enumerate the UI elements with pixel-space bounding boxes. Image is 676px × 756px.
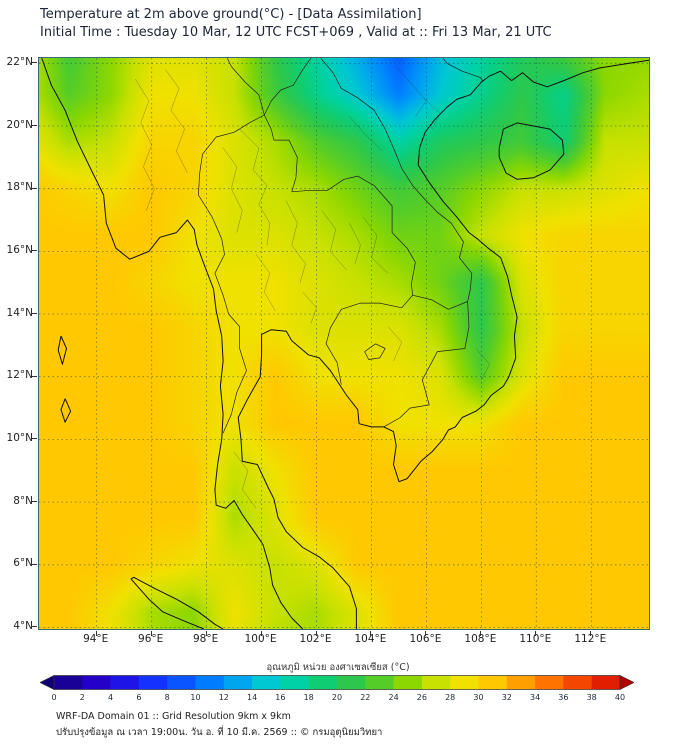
lon-tick-mark <box>95 631 97 636</box>
colorbar-tick-label: 22 <box>360 693 371 702</box>
lon-tick-label: 98°E <box>192 633 219 645</box>
lon-tick-mark <box>590 631 592 636</box>
lon-tick-label: 102°E <box>299 633 332 645</box>
lon-tick-mark <box>370 631 372 636</box>
lon-tick-label: 100°E <box>244 633 277 645</box>
lat-tick-mark <box>32 62 37 64</box>
lon-tick-label: 104°E <box>354 633 387 645</box>
lon-tick-mark <box>535 631 537 636</box>
colorbar-tick-label: 34 <box>530 693 541 702</box>
lat-tick-label: 6°N <box>13 557 33 570</box>
colorbar-tick-label: 0 <box>51 693 57 702</box>
lat-tick-mark <box>32 563 37 565</box>
footer-update-info: ปรับปรุงข้อมูล ณ เวลา 19:00น. วัน อ. ที่… <box>56 727 383 738</box>
lat-tick-label: 22°N <box>6 55 33 68</box>
lon-tick-mark <box>150 631 152 636</box>
colorbar-tick-label: 26 <box>416 693 427 702</box>
lon-tick-mark <box>205 631 207 636</box>
lon-tick-mark <box>315 631 317 636</box>
temperature-heatmap-canvas <box>39 58 649 629</box>
lat-tick-label: 4°N <box>13 619 33 632</box>
lat-tick-mark <box>32 501 37 503</box>
colorbar-tick-label: 38 <box>586 693 597 702</box>
lon-tick-label: 110°E <box>519 633 552 645</box>
colorbar-tick-label: 24 <box>388 693 399 702</box>
lat-tick-mark <box>32 313 37 315</box>
colorbar-tick-label: 36 <box>558 693 569 702</box>
colorbar-tick-label: 14 <box>247 693 258 702</box>
colorbar-tick-label: 20 <box>331 693 343 702</box>
colorbar-tick-label: 30 <box>473 693 484 702</box>
lat-tick-label: 18°N <box>6 181 33 194</box>
colorbar-tick-label: 18 <box>303 693 314 702</box>
lat-tick-label: 14°N <box>6 306 33 319</box>
colorbar-tick-label: 40 <box>614 693 626 702</box>
lat-tick-label: 10°N <box>6 431 33 444</box>
lon-tick-label: 112°E <box>574 633 607 645</box>
lat-tick-label: 8°N <box>13 494 33 507</box>
page-subtitle: Initial Time : Tuesday 10 Mar, 12 UTC FC… <box>40 25 552 40</box>
lon-tick-label: 94°E <box>83 633 109 645</box>
lat-tick-mark <box>32 626 37 628</box>
map-plot-area <box>38 57 650 630</box>
lon-tick-mark <box>480 631 482 636</box>
colorbar-tick-label: 28 <box>445 693 456 702</box>
lon-tick-label: 96°E <box>138 633 164 645</box>
lat-tick-label: 20°N <box>6 118 33 131</box>
page-title: Temperature at 2m above ground(°C) - [Da… <box>40 7 422 22</box>
lon-tick-mark <box>260 631 262 636</box>
colorbar-tick-label: 32 <box>501 693 512 702</box>
colorbar <box>40 675 634 690</box>
colorbar-tick-label: 8 <box>164 693 170 702</box>
lat-tick-label: 12°N <box>6 369 33 382</box>
colorbar-tick-label: 4 <box>108 693 114 702</box>
lat-tick-mark <box>32 375 37 377</box>
lat-tick-mark <box>32 250 37 252</box>
lat-tick-mark <box>32 438 37 440</box>
lat-tick-mark <box>32 125 37 126</box>
colorbar-tick-labels: 0 2 4 6 8 10 12 14 16 18 20 22 24 26 28 30 32 34 36 38 40 <box>51 693 625 703</box>
colorbar-tick-label: 6 <box>136 693 142 702</box>
colorbar-tick-label: 2 <box>79 693 85 702</box>
lon-tick-label: 108°E <box>464 633 497 645</box>
lat-tick-label: 16°N <box>6 243 33 256</box>
lon-tick-label: 106°E <box>409 633 442 645</box>
lat-tick-mark <box>32 187 37 189</box>
lon-tick-mark <box>425 631 427 636</box>
footer-domain-info: WRF-DA Domain 01 :: Grid Resolution 9km … <box>56 711 291 722</box>
colorbar-tick-label: 10 <box>190 693 201 702</box>
colorbar-title: อุณหภูมิ หน่วย องศาเซลเซียส (°C) <box>266 662 410 673</box>
colorbar-tick-label: 16 <box>275 693 286 702</box>
colorbar-tick-label: 12 <box>218 693 229 702</box>
